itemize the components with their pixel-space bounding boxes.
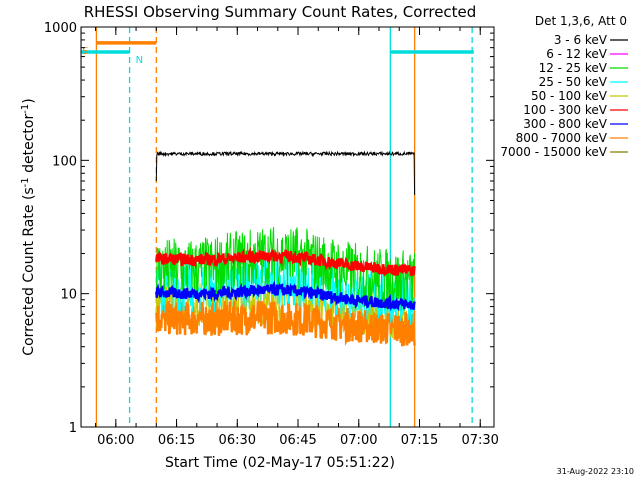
series-layer: [155, 150, 416, 347]
y-label-main: Corrected Count Rate (s: [21, 187, 37, 355]
y-axis-label: Corrected Count Rate (s-1 detector-1): [20, 98, 37, 355]
series-line: [155, 150, 416, 196]
x-axis-label: Start Time (02-May-17 05:51:22): [165, 455, 395, 471]
y-label-mid: detector: [21, 114, 37, 178]
y-tick-label: 10: [60, 288, 77, 303]
plot-frame: [80, 26, 495, 428]
y-tick-label: 1000: [44, 21, 77, 36]
series-line: [155, 246, 416, 277]
x-axis: 06:00 06:15 06:30 06:45 07:00 07:15 07:30: [95, 27, 499, 448]
legend-label: 800 - 7000 keV: [516, 131, 608, 145]
legend-label: 300 - 800 keV: [523, 117, 607, 131]
legend-label: 7000 - 15000 keV: [500, 145, 607, 159]
status-segment-label: S: [82, 46, 88, 57]
status-segment-label: N: [136, 55, 143, 66]
series-line: [155, 300, 416, 347]
y-label-end: ): [21, 98, 37, 103]
x-tick-label: 07:00: [340, 433, 377, 448]
legend-label: 50 - 100 keV: [531, 89, 608, 103]
y-tick-label: 1: [69, 421, 77, 436]
series-line: [155, 226, 416, 312]
orbit-markers: [81, 27, 473, 427]
x-tick-label: 07:30: [461, 433, 498, 448]
x-tick-label: 06:15: [158, 433, 195, 448]
legend-label: 12 - 25 keV: [539, 61, 608, 75]
y-axis: 1 10 100 1000: [44, 21, 494, 436]
legend-label: 100 - 300 keV: [523, 103, 607, 117]
y-label-sup-2: -1: [20, 104, 31, 114]
series-line: [155, 280, 416, 312]
x-tick-label: 06:00: [97, 433, 134, 448]
y-label-sup-1: -1: [20, 177, 31, 187]
x-tick-label: 06:30: [219, 433, 256, 448]
x-tick-label: 06:45: [279, 433, 316, 448]
status-segments: NS: [81, 41, 474, 66]
legend-label: 6 - 12 keV: [546, 47, 608, 61]
x-tick-label: 07:15: [401, 433, 438, 448]
legend-title: Det 1,3,6, Att 0: [535, 14, 627, 28]
legend-label: 3 - 6 keV: [554, 33, 608, 47]
footer-timestamp: 31-Aug-2022 23:10: [557, 467, 634, 476]
legend-label: 25 - 50 keV: [539, 75, 608, 89]
y-tick-label: 100: [52, 154, 77, 169]
chart-title: RHESSI Observing Summary Count Rates, Co…: [84, 3, 477, 21]
